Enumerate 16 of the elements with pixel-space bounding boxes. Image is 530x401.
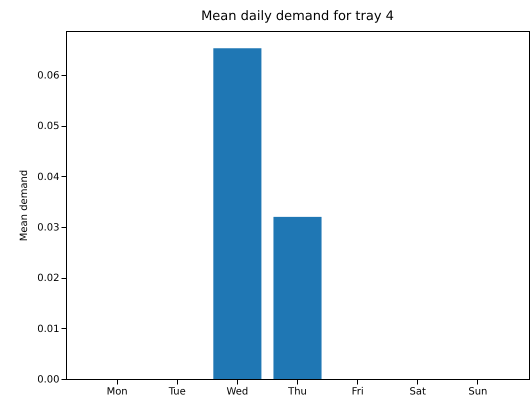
x-tick-label: Thu — [287, 386, 307, 398]
y-tick-label: 0.03 — [37, 222, 60, 234]
x-tick-label: Sun — [468, 386, 488, 398]
chart-title: Mean daily demand for tray 4 — [201, 9, 394, 24]
y-axis-title: Mean demand — [19, 170, 30, 242]
x-tick-label: Wed — [226, 386, 248, 398]
y-tick-label: 0.05 — [37, 121, 60, 132]
y-tick-label: 0.00 — [37, 374, 60, 386]
x-tick-label: Sat — [410, 386, 426, 398]
y-tick-label: 0.06 — [37, 70, 60, 82]
x-tick-label: Tue — [168, 386, 186, 398]
x-tick-label: Fri — [352, 386, 364, 398]
x-tick-label: Mon — [106, 386, 128, 398]
y-tick-label: 0.01 — [37, 324, 60, 335]
y-tick-label: 0.02 — [37, 273, 60, 284]
y-tick-label: 0.04 — [37, 172, 60, 183]
